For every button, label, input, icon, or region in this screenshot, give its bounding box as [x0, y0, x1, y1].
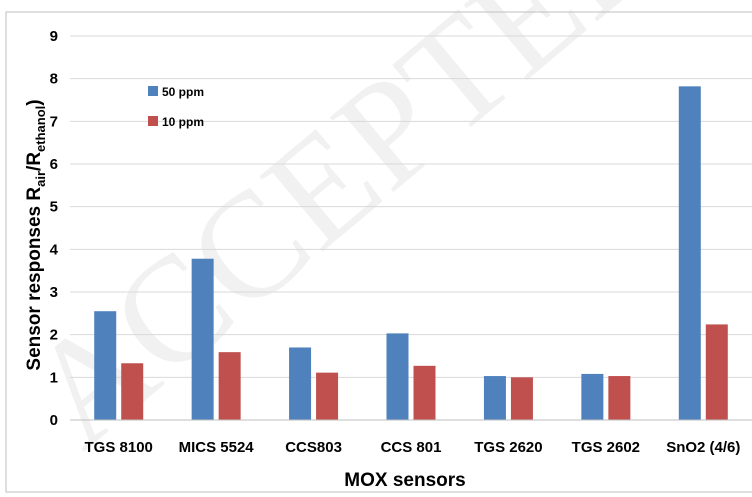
x-tick-label: SnO2 (4/6) [666, 439, 740, 456]
y-tick-labels: 0 1 2 3 4 5 6 7 8 9 [50, 28, 59, 429]
x-tick-label: TGS 8100 [85, 439, 153, 456]
legend: 50 ppm 10 ppm [148, 85, 204, 129]
x-tick-label: CCS 801 [381, 439, 442, 456]
bar-series-2 [316, 372, 339, 420]
y-tick-label: 9 [50, 28, 58, 45]
y-tick-label: 4 [50, 241, 59, 258]
bar-series-1 [581, 373, 604, 420]
bar-series-1 [94, 311, 117, 420]
y-tick-label: 0 [50, 412, 58, 429]
y-tick-label: 3 [50, 284, 58, 301]
y-axis-title-part: ) [24, 99, 45, 105]
bar-series-1 [386, 333, 409, 420]
y-axis-title-part: /R [24, 152, 45, 171]
legend-swatch [148, 116, 158, 126]
y-axis-title-subscript: air [33, 171, 48, 187]
y-tick-label: 6 [50, 156, 58, 173]
legend-swatch [148, 86, 158, 96]
legend-label: 50 ppm [162, 85, 204, 99]
bar-series-1 [678, 86, 701, 420]
y-axis-title-part: Sensor responses R [24, 187, 45, 371]
x-tick-label: CCS803 [285, 439, 342, 456]
bars [94, 86, 728, 420]
gridlines [70, 35, 752, 378]
bar-series-2 [510, 377, 533, 420]
chart-frame [5, 11, 752, 493]
y-tick-label: 7 [50, 113, 58, 130]
bar-series-1 [483, 376, 506, 420]
bar-series-2 [608, 376, 631, 420]
bar-series-1 [191, 258, 214, 420]
bar-series-2 [705, 324, 728, 420]
bar-series-2 [413, 365, 436, 420]
x-tick-labels: TGS 8100 MICS 5524 CCS803 CCS 801 TGS 2620 TG… [85, 439, 741, 456]
bar-series-2 [121, 363, 144, 420]
x-tick-label: MICS 5524 [179, 439, 255, 456]
x-tick-label: TGS 2620 [474, 439, 542, 456]
x-tick-label: TGS 2602 [572, 439, 640, 456]
y-tick-label: 8 [50, 71, 58, 88]
y-tick-label: 2 [50, 327, 58, 344]
y-axis-title: Sensor responses Rair/Rethanol) [24, 99, 48, 370]
x-axis-title: MOX sensors [344, 470, 465, 491]
bar-series-2 [218, 352, 241, 420]
legend-label: 10 ppm [162, 115, 204, 129]
y-tick-label: 1 [50, 369, 58, 386]
bar-series-1 [289, 347, 312, 420]
y-tick-label: 5 [50, 199, 58, 216]
y-axis-title-subscript: ethanol [33, 106, 48, 152]
